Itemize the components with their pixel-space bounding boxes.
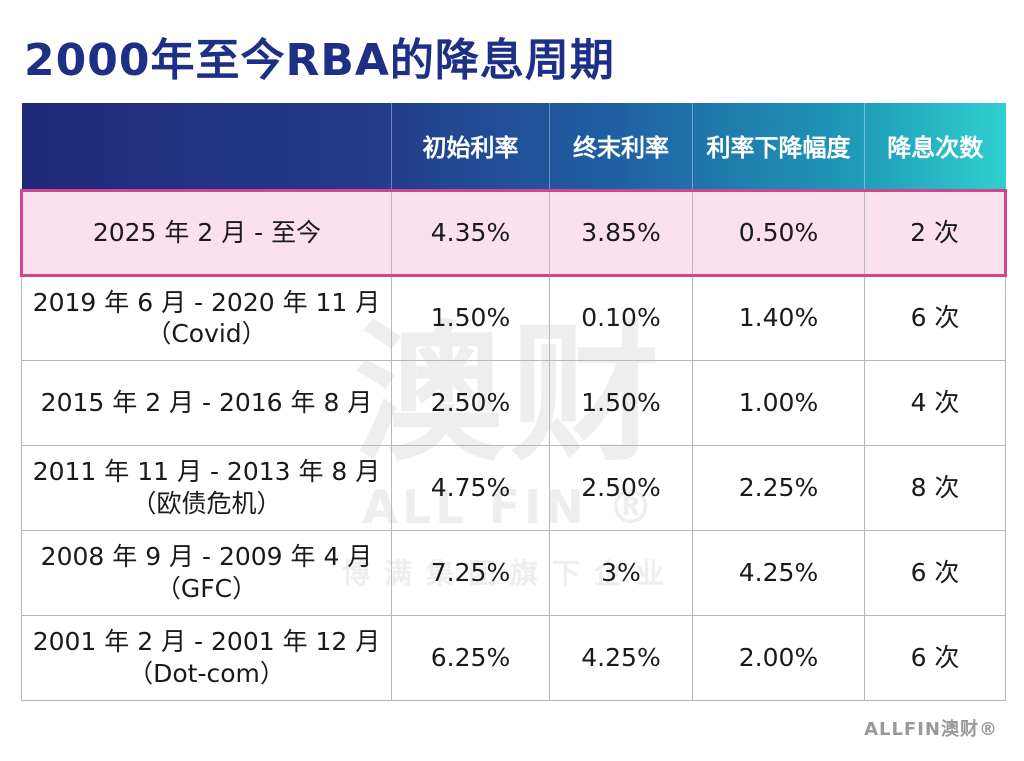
cell-final-rate: 3% — [549, 529, 693, 616]
period-text: 2015 年 2 月 - 2016 年 8 月 — [40, 387, 373, 417]
cell-final-rate: 4.25% — [549, 614, 693, 701]
cell-cut-count: 6 次 — [864, 529, 1006, 616]
table-row-current: 2025 年 2 月 - 至今 4.35% 3.85% 0.50% 2 次 — [20, 188, 1007, 277]
cell-cut-count: 6 次 — [864, 274, 1006, 361]
table-row: 2011 年 11 月 - 2013 年 8 月 （欧债危机） 4.75% 2.… — [21, 444, 1006, 531]
cell-rate-drop: 4.25% — [692, 529, 865, 616]
cell-period: 2015 年 2 月 - 2016 年 8 月 — [21, 359, 392, 446]
table-row: 2015 年 2 月 - 2016 年 8 月 2.50% 1.50% 1.00… — [21, 359, 1006, 446]
cell-period: 2011 年 11 月 - 2013 年 8 月 （欧债危机） — [21, 444, 392, 531]
period-text: 2019 年 6 月 - 2020 年 11 月 — [32, 287, 381, 317]
period-note: （Dot-com） — [128, 658, 285, 688]
cell-initial-rate: 6.25% — [391, 614, 550, 701]
table-header-row: 初始利率 终末利率 利率下降幅度 降息次数 — [21, 103, 1006, 190]
table-row: 2001 年 2 月 - 2001 年 12 月 （Dot-com） 6.25%… — [21, 614, 1006, 701]
table-row: 2008 年 9 月 - 2009 年 4 月 （GFC） 7.25% 3% 4… — [21, 529, 1006, 616]
page-title: 2000年至今RBA的降息周期 — [24, 35, 615, 86]
cell-initial-rate: 2.50% — [391, 359, 550, 446]
header-rate-drop: 利率下降幅度 — [692, 103, 865, 190]
period-note: （欧债危机） — [131, 488, 282, 518]
cell-period: 2008 年 9 月 - 2009 年 4 月 （GFC） — [21, 529, 392, 616]
period-text: 2001 年 2 月 - 2001 年 12 月 — [32, 627, 381, 657]
cell-period: 2019 年 6 月 - 2020 年 11 月 （Covid） — [21, 274, 392, 361]
header-initial-rate: 初始利率 — [391, 103, 550, 190]
cell-initial-rate: 4.75% — [391, 444, 550, 531]
cell-initial-rate: 4.35% — [391, 188, 550, 277]
header-period — [21, 103, 392, 190]
cell-final-rate: 3.85% — [549, 188, 693, 277]
table-row: 2019 年 6 月 - 2020 年 11 月 （Covid） 1.50% 0… — [21, 274, 1006, 361]
period-text: 2011 年 11 月 - 2013 年 8 月 — [32, 457, 381, 487]
cell-rate-drop: 0.50% — [692, 188, 865, 277]
cell-initial-rate: 7.25% — [391, 529, 550, 616]
cell-final-rate: 1.50% — [549, 359, 693, 446]
cell-rate-drop: 1.40% — [692, 274, 865, 361]
header-final-rate: 终末利率 — [549, 103, 693, 190]
period-text: 2008 年 9 月 - 2009 年 4 月 — [40, 542, 373, 572]
header-cut-count: 降息次数 — [887, 134, 984, 163]
cell-final-rate: 2.50% — [549, 444, 693, 531]
rate-cut-table: 初始利率 终末利率 利率下降幅度 降息次数 2025 年 2 月 - 至今 4.… — [20, 103, 1007, 701]
cell-rate-drop: 2.00% — [692, 614, 865, 701]
cell-period: 2025 年 2 月 - 至今 — [20, 188, 392, 277]
period-text: 2025 年 2 月 - 至今 — [92, 217, 322, 247]
cell-cut-count: 2 次 — [864, 188, 1007, 277]
cell-cut-count: 6 次 — [864, 614, 1006, 701]
period-note: （Covid） — [146, 319, 267, 348]
cell-rate-drop: 2.25% — [692, 444, 865, 531]
cell-final-rate: 0.10% — [549, 274, 693, 361]
cell-cut-count: 4 次 — [864, 359, 1006, 446]
cell-cut-count: 8 次 — [864, 444, 1006, 531]
period-note: （GFC） — [155, 573, 258, 603]
allfin-logo: ALLFIN澳财® — [864, 719, 998, 740]
cell-rate-drop: 1.00% — [692, 359, 865, 446]
cell-initial-rate: 1.50% — [391, 274, 550, 361]
cell-period: 2001 年 2 月 - 2001 年 12 月 （Dot-com） — [21, 614, 392, 701]
